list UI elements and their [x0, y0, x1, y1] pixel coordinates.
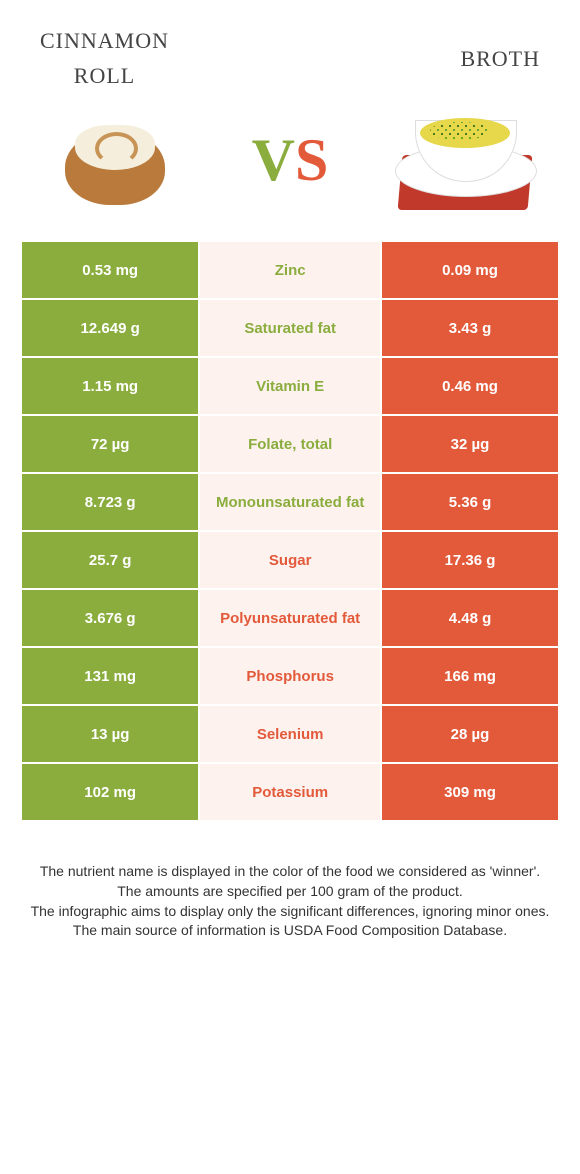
nutrient-name: Selenium [199, 705, 381, 763]
footnote-line-3: The infographic aims to display only the… [31, 903, 550, 919]
right-value: 0.46 mg [381, 357, 559, 415]
table-row: 8.723 gMonounsaturated fat5.36 g [21, 473, 559, 531]
table-row: 13 µgSelenium28 µg [21, 705, 559, 763]
table-row: 3.676 gPolyunsaturated fat4.48 g [21, 589, 559, 647]
left-value: 3.676 g [21, 589, 199, 647]
nutrient-name: Saturated fat [199, 299, 381, 357]
footnote-line-1: The nutrient name is displayed in the co… [40, 863, 540, 879]
table-row: 25.7 gSugar17.36 g [21, 531, 559, 589]
left-value: 0.53 mg [21, 241, 199, 299]
left-value: 102 mg [21, 763, 199, 821]
cinnamon-roll-image [40, 100, 190, 220]
right-value: 28 µg [381, 705, 559, 763]
nutrient-name: Monounsaturated fat [199, 473, 381, 531]
left-value: 13 µg [21, 705, 199, 763]
right-value: 32 µg [381, 415, 559, 473]
nutrient-name: Folate, total [199, 415, 381, 473]
nutrient-name: Vitamin E [199, 357, 381, 415]
nutrient-name: Zinc [199, 241, 381, 299]
table-row: 102 mgPotassium309 mg [21, 763, 559, 821]
right-value: 5.36 g [381, 473, 559, 531]
left-value: 8.723 g [21, 473, 199, 531]
right-value: 166 mg [381, 647, 559, 705]
nutrient-name: Potassium [199, 763, 381, 821]
vs-row: VS [0, 100, 580, 240]
right-value: 4.48 g [381, 589, 559, 647]
broth-image [390, 100, 540, 220]
header-titles: cinnamonroll broth [0, 0, 580, 100]
vs-s: S [295, 127, 328, 193]
table-row: 12.649 gSaturated fat3.43 g [21, 299, 559, 357]
left-value: 25.7 g [21, 531, 199, 589]
footnote: The nutrient name is displayed in the co… [20, 862, 560, 940]
table-row: 0.53 mgZinc0.09 mg [21, 241, 559, 299]
right-value: 0.09 mg [381, 241, 559, 299]
comparison-table: 0.53 mgZinc0.09 mg12.649 gSaturated fat3… [20, 240, 560, 822]
left-value: 12.649 g [21, 299, 199, 357]
right-value: 3.43 g [381, 299, 559, 357]
table-row: 1.15 mgVitamin E0.46 mg [21, 357, 559, 415]
left-value: 131 mg [21, 647, 199, 705]
footnote-line-2: The amounts are specified per 100 gram o… [117, 883, 463, 899]
left-value: 1.15 mg [21, 357, 199, 415]
right-value: 309 mg [381, 763, 559, 821]
left-value: 72 µg [21, 415, 199, 473]
table-row: 72 µgFolate, total32 µg [21, 415, 559, 473]
food-left-title: cinnamonroll [40, 20, 169, 90]
table-row: 131 mgPhosphorus166 mg [21, 647, 559, 705]
footnote-line-4: The main source of information is USDA F… [73, 922, 507, 938]
food-right-title: broth [460, 38, 540, 73]
nutrient-name: Sugar [199, 531, 381, 589]
vs-label: VS [252, 126, 329, 195]
infographic-container: cinnamonroll broth VS 0.53 mgZinc0.09 [0, 0, 580, 941]
vs-v: V [252, 127, 295, 193]
nutrient-name: Polyunsaturated fat [199, 589, 381, 647]
right-value: 17.36 g [381, 531, 559, 589]
nutrient-name: Phosphorus [199, 647, 381, 705]
